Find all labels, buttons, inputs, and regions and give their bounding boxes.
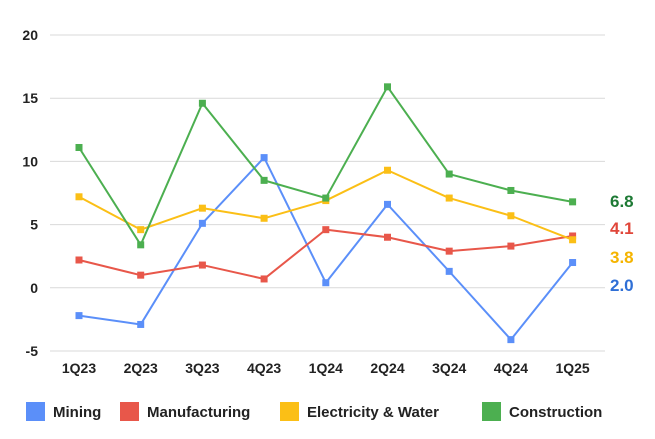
data-point (322, 279, 330, 287)
x-tick-label: 3Q23 (185, 360, 219, 376)
end-value-label: 6.8 (610, 192, 634, 211)
end-value-label: 4.1 (610, 219, 634, 238)
data-point (384, 83, 391, 91)
series-construction (75, 83, 577, 249)
y-axis-ticks: -5 0 5 10 15 20 (22, 27, 38, 359)
data-point (198, 261, 206, 269)
legend-label: Electricity & Water (307, 404, 439, 421)
data-point (507, 212, 515, 220)
end-value-label: 3.8 (610, 248, 634, 267)
data-point (507, 186, 515, 194)
data-point (322, 194, 330, 202)
data-point (445, 194, 453, 202)
data-point (569, 236, 577, 244)
data-point (445, 170, 453, 178)
y-tick-label: 0 (30, 280, 38, 296)
x-axis-ticks: 1Q23 2Q23 3Q23 4Q23 1Q24 2Q24 3Q24 4Q24 1Q25 (62, 360, 590, 376)
data-point (75, 256, 83, 264)
data-point (260, 275, 268, 283)
series-line (78, 85, 573, 246)
data-point (137, 320, 145, 328)
data-point (507, 242, 515, 250)
data-point (137, 241, 145, 249)
series-manufacturing (75, 226, 577, 283)
y-tick-label: 10 (22, 153, 38, 169)
legend-swatch (280, 402, 299, 421)
data-point (569, 259, 577, 267)
data-point (569, 232, 577, 240)
x-tick-label: 4Q24 (494, 360, 528, 376)
series-lines (75, 83, 577, 344)
legend-swatch (26, 402, 45, 421)
data-point (384, 200, 391, 208)
gridlines (50, 34, 605, 352)
data-point (445, 267, 453, 275)
series-line (78, 156, 574, 341)
data-point (260, 214, 268, 222)
series-mining (75, 154, 577, 344)
data-point (507, 336, 515, 344)
data-point (75, 312, 83, 320)
end-value-labels: 2.0 4.1 3.8 6.8 (610, 192, 634, 295)
data-point (198, 219, 206, 227)
data-point (75, 193, 83, 201)
legend-label: Construction (509, 404, 602, 421)
y-tick-label: -5 (26, 343, 39, 359)
x-tick-label: 1Q23 (62, 360, 96, 376)
data-point (75, 143, 83, 151)
x-tick-label: 3Q24 (432, 360, 466, 376)
series-line (78, 228, 573, 280)
legend-label: Mining (53, 404, 101, 421)
x-tick-label: 4Q23 (247, 360, 281, 376)
data-point (384, 166, 391, 174)
data-point (137, 226, 145, 234)
data-point (137, 271, 145, 279)
x-tick-label: 1Q24 (309, 360, 343, 376)
end-value-label: 2.0 (610, 276, 634, 295)
legend-label: Manufacturing (147, 404, 250, 421)
legend-swatch (120, 402, 139, 421)
data-point (384, 233, 391, 241)
y-tick-label: 20 (22, 27, 38, 43)
data-point (260, 154, 268, 162)
x-tick-label: 2Q24 (370, 360, 404, 376)
y-tick-label: 15 (22, 90, 38, 106)
x-tick-label: 2Q23 (124, 360, 158, 376)
y-tick-label: 5 (30, 217, 38, 233)
legend: Mining Manufacturing Electricity & Water Co… (26, 402, 602, 421)
data-point (445, 247, 453, 255)
data-point (569, 198, 577, 206)
data-point (260, 176, 268, 184)
legend-swatch (482, 402, 501, 421)
data-point (198, 99, 206, 107)
data-point (322, 226, 330, 234)
x-tick-label: 1Q25 (555, 360, 589, 376)
data-point (198, 204, 206, 212)
